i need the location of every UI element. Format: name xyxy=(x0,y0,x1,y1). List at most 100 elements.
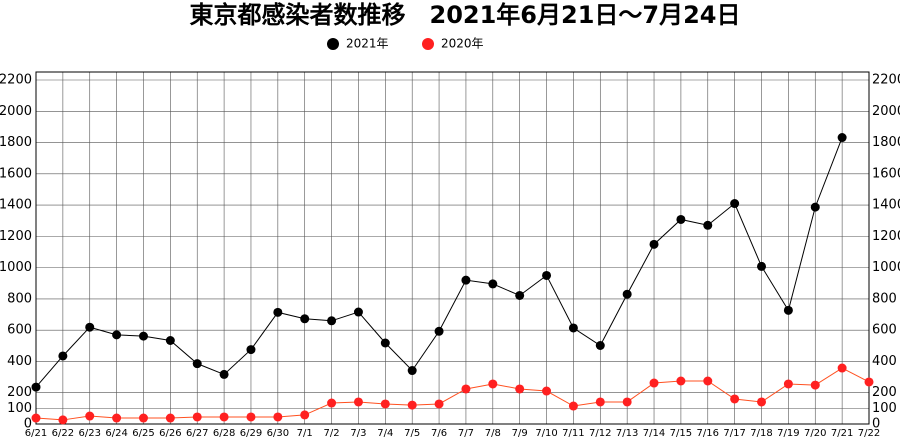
y2-tick-label: 400 xyxy=(872,354,897,369)
data-point xyxy=(353,307,363,317)
x-tick-label: 7/21 xyxy=(831,428,853,439)
x-tick-label: 7/4 xyxy=(377,428,393,439)
data-point xyxy=(273,307,283,317)
data-point xyxy=(595,397,605,407)
x-tick-label: 7/12 xyxy=(589,428,611,439)
data-point xyxy=(515,290,525,300)
data-point xyxy=(730,394,740,404)
x-tick-label: 7/9 xyxy=(512,428,528,439)
data-point xyxy=(58,351,68,361)
y2-tick-label: 1800 xyxy=(872,135,900,150)
x-tick-label: 7/7 xyxy=(458,428,474,439)
data-point xyxy=(757,261,767,271)
y-tick-label: 1200 xyxy=(0,229,32,244)
x-tick-label: 7/22 xyxy=(858,428,880,439)
data-point xyxy=(810,380,820,390)
data-point xyxy=(676,376,686,386)
data-point xyxy=(192,412,202,422)
data-point xyxy=(542,386,552,396)
data-point xyxy=(568,401,578,411)
y2-tick-label: 2200 xyxy=(872,73,900,88)
x-tick-label: 7/17 xyxy=(723,428,745,439)
data-point xyxy=(434,326,444,336)
data-point xyxy=(676,214,686,224)
data-point xyxy=(461,275,471,285)
x-tick-label: 7/2 xyxy=(324,428,340,439)
y-tick-label: 2000 xyxy=(0,104,32,119)
y-tick-label: 400 xyxy=(7,354,32,369)
data-point xyxy=(595,341,605,351)
data-point xyxy=(138,331,148,341)
x-tick-label: 7/8 xyxy=(485,428,501,439)
y2-tick-label: 1200 xyxy=(872,229,900,244)
data-point xyxy=(837,133,847,143)
data-point xyxy=(864,377,874,387)
data-point xyxy=(273,412,283,422)
y2-tick-label: 100 xyxy=(872,401,897,416)
legend-label: 2021年 xyxy=(346,37,389,51)
data-point xyxy=(515,384,525,394)
data-point xyxy=(380,399,390,409)
data-point xyxy=(58,415,68,425)
data-point xyxy=(327,398,337,408)
y-tick-label: 0 xyxy=(24,417,32,432)
legend-marker xyxy=(327,38,339,50)
data-point xyxy=(703,376,713,386)
data-point xyxy=(622,289,632,299)
x-tick-label: 6/22 xyxy=(52,428,74,439)
x-tick-label: 7/1 xyxy=(297,428,313,439)
x-tick-label: 7/3 xyxy=(350,428,366,439)
x-tick-label: 7/10 xyxy=(535,428,557,439)
y-tick-label: 600 xyxy=(7,323,32,338)
data-point xyxy=(31,382,41,392)
y2-tick-label: 0 xyxy=(872,417,880,432)
y-tick-label: 1000 xyxy=(0,260,32,275)
y2-tick-label: 2000 xyxy=(872,104,900,119)
plot-frame xyxy=(35,71,870,425)
y-tick-label: 800 xyxy=(7,291,32,306)
data-point xyxy=(407,366,417,376)
data-point xyxy=(380,338,390,348)
y2-tick-label: 200 xyxy=(872,385,897,400)
data-point xyxy=(837,363,847,373)
x-tick-label: 6/25 xyxy=(132,428,154,439)
y-tick-label: 1800 xyxy=(0,135,32,150)
data-point xyxy=(31,413,41,423)
data-point xyxy=(85,322,95,332)
y2-tick-label: 1400 xyxy=(872,198,900,213)
data-point xyxy=(407,400,417,410)
y2-tick-label: 800 xyxy=(872,291,897,306)
y-tick-label: 2200 xyxy=(0,73,32,88)
y2-tick-label: 1000 xyxy=(872,260,900,275)
x-tick-label: 7/20 xyxy=(804,428,826,439)
x-tick-label: 7/11 xyxy=(562,428,584,439)
data-point xyxy=(165,413,175,423)
series-line xyxy=(35,367,870,421)
x-tick-label: 7/13 xyxy=(616,428,638,439)
data-point xyxy=(757,397,767,407)
y-tick-label: 200 xyxy=(7,385,32,400)
x-tick-label: 6/23 xyxy=(79,428,101,439)
data-point xyxy=(622,397,632,407)
x-tick-label: 7/16 xyxy=(697,428,719,439)
data-point xyxy=(192,359,202,369)
data-point xyxy=(810,202,820,212)
data-point xyxy=(783,379,793,389)
data-point xyxy=(246,345,256,355)
x-tick-label: 6/24 xyxy=(105,428,127,439)
data-point xyxy=(434,399,444,409)
x-tick-label: 7/5 xyxy=(404,428,420,439)
x-tick-label: 7/14 xyxy=(643,428,665,439)
legend-marker xyxy=(422,38,434,50)
legend-label: 2020年 xyxy=(441,37,484,51)
x-tick-label: 6/30 xyxy=(267,428,289,439)
y2-tick-label: 1600 xyxy=(872,166,900,181)
data-point xyxy=(703,220,713,230)
data-point xyxy=(461,384,471,394)
data-point xyxy=(246,412,256,422)
data-point xyxy=(300,314,310,324)
data-point xyxy=(112,330,122,340)
data-point xyxy=(783,305,793,315)
data-point xyxy=(219,369,229,379)
